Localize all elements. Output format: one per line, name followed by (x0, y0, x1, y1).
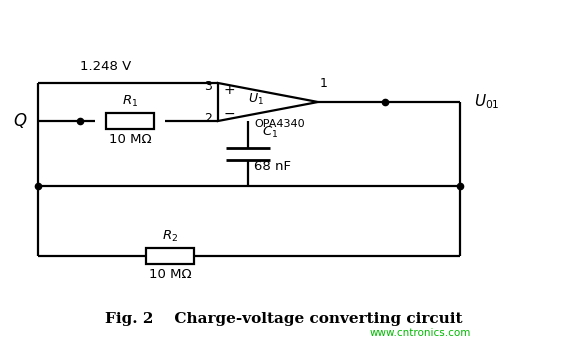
Text: +: + (223, 83, 235, 97)
Text: $R_2$: $R_2$ (162, 229, 178, 244)
Text: 68 nF: 68 nF (254, 160, 291, 173)
Text: 10 MΩ: 10 MΩ (149, 268, 191, 281)
Bar (106, 113, 154, 129)
Text: $R_1$: $R_1$ (122, 94, 138, 109)
Text: $Q$: $Q$ (13, 112, 27, 131)
Text: Fig. 2    Charge-voltage converting circuit: Fig. 2 Charge-voltage converting circuit (105, 312, 463, 326)
Text: 2: 2 (204, 112, 212, 124)
Text: 3: 3 (204, 79, 212, 92)
Text: $U_{01}$: $U_{01}$ (474, 93, 500, 112)
Bar (146, 248, 194, 264)
Text: 1.248 V: 1.248 V (80, 60, 131, 73)
Polygon shape (218, 83, 318, 121)
Text: $U_1$: $U_1$ (248, 91, 264, 106)
Text: OPA4340: OPA4340 (255, 119, 306, 129)
Text: −: − (223, 107, 235, 121)
Text: $C_1$: $C_1$ (262, 124, 278, 139)
Text: 1: 1 (320, 77, 328, 90)
Text: 10 MΩ: 10 MΩ (109, 133, 151, 146)
Text: www.cntronics.com: www.cntronics.com (369, 328, 471, 338)
